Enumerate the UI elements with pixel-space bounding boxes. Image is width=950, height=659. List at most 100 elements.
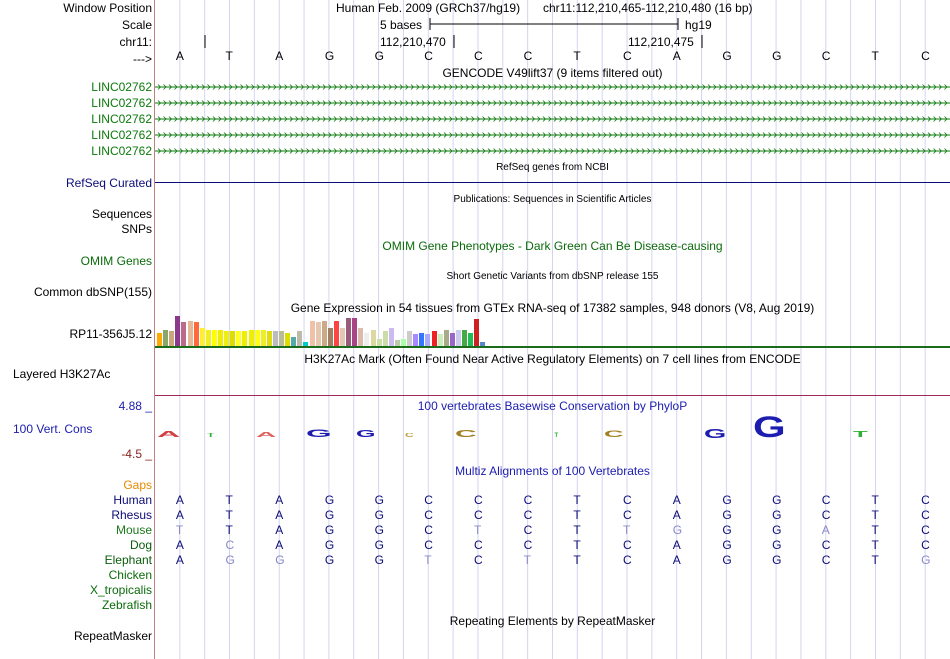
gtex-tissue-bar[interactable] [382, 331, 388, 346]
aligned-base: C [424, 523, 433, 537]
gtex-tissue-bar[interactable] [431, 331, 437, 346]
species-label[interactable]: Elephant [104, 553, 152, 567]
h3k27ac-track-title: H3K27Ac Mark (Often Found Near Active Re… [304, 352, 801, 366]
gtex-tissue-bar[interactable] [205, 329, 211, 346]
aligned-base: A [175, 493, 184, 507]
gtex-tissue-bar[interactable] [187, 320, 193, 346]
gtex-tissue-bar[interactable] [364, 332, 370, 346]
aligned-base: G [374, 508, 384, 522]
gtex-tissue-bar[interactable] [291, 337, 297, 346]
gtex-tissue-bar[interactable] [449, 332, 455, 346]
gtex-tissue-bar[interactable] [297, 331, 303, 346]
strand-chevrons [157, 116, 948, 122]
gtex-tissue-bar[interactable] [358, 328, 364, 346]
species-label[interactable]: Human [113, 493, 152, 507]
gtex-tissue-bar[interactable] [425, 334, 431, 346]
gencode-item-label[interactable]: LINC02762 [91, 128, 152, 142]
gtex-tissue-bar[interactable] [419, 332, 425, 346]
gtex-tissue-bar[interactable] [455, 329, 461, 346]
gtex-tissue-bar[interactable] [480, 341, 486, 346]
aligned-base: G [374, 553, 384, 567]
gencode-item-label[interactable]: LINC02762 [91, 96, 152, 110]
aligned-base: T [573, 538, 581, 552]
gtex-tissue-bar[interactable] [279, 331, 285, 346]
aligned-base: C [424, 508, 433, 522]
multiz-gaps-label[interactable]: Gaps [123, 478, 152, 492]
base-letter: T [225, 49, 233, 63]
gtex-tissue-bar[interactable] [236, 331, 242, 346]
dbsnp-track-label[interactable]: Common dbSNP(155) [33, 285, 152, 299]
gtex-tissue-bar[interactable] [163, 329, 169, 346]
gtex-tissue-bar[interactable] [242, 331, 248, 346]
gtex-tissue-bar[interactable] [340, 328, 346, 346]
gtex-tissue-bar[interactable] [199, 328, 205, 346]
gtex-tissue-bar[interactable] [272, 331, 278, 346]
gtex-tissue-bar[interactable] [303, 341, 309, 346]
gtex-tissue-bar[interactable] [175, 316, 181, 346]
gtex-tissue-bar[interactable] [388, 328, 394, 346]
gtex-tissue-bar[interactable] [218, 329, 224, 346]
refseq-track-title: RefSeq genes from NCBI [496, 162, 609, 173]
gtex-tissue-bar[interactable] [157, 332, 163, 346]
gtex-tissue-bar[interactable] [169, 331, 175, 346]
multiz-track-title: Multiz Alignments of 100 Vertebrates [455, 464, 650, 478]
species-label[interactable]: Zebrafish [101, 598, 152, 612]
aligned-base: G [324, 523, 335, 537]
gtex-tissue-bar[interactable] [254, 329, 260, 346]
omim-track-label[interactable]: OMIM Genes [80, 254, 152, 268]
gtex-tissue-bar[interactable] [285, 332, 291, 346]
gtex-tissue-bar[interactable] [413, 334, 419, 346]
gtex-tissue-bar[interactable] [474, 319, 480, 346]
pubs-sequences-label[interactable]: Sequences [91, 207, 152, 221]
gtex-tissue-bar[interactable] [315, 322, 321, 346]
gtex-tissue-bar[interactable] [181, 322, 187, 346]
pubs-snps-label[interactable]: SNPs [121, 222, 152, 236]
strand-chevrons [157, 148, 948, 154]
gtex-tissue-bar[interactable] [260, 329, 266, 346]
h3k27ac-track-label[interactable]: Layered H3K27Ac [13, 367, 111, 381]
gtex-tissue-bar[interactable] [333, 320, 339, 346]
gtex-tissue-bar[interactable] [443, 329, 449, 346]
aligned-base: T [573, 493, 581, 507]
gtex-tissue-bar[interactable] [346, 317, 352, 346]
species-label[interactable]: X_tropicalis [89, 583, 152, 597]
species-label[interactable]: Mouse [115, 523, 152, 537]
omim-track-title: OMIM Gene Phenotypes - Dark Green Can Be… [382, 239, 723, 253]
window-position-label: Window Position [63, 1, 152, 15]
gtex-tissue-bar[interactable] [437, 334, 443, 346]
gtex-tissue-bar[interactable] [193, 322, 199, 346]
gencode-item-label[interactable]: LINC02762 [91, 144, 152, 158]
gtex-tissue-bar[interactable] [468, 332, 474, 346]
aligned-base: A [275, 538, 284, 552]
gtex-tissue-bar[interactable] [266, 331, 272, 346]
gtex-tissue-bar[interactable] [211, 329, 217, 346]
gtex-tissue-bar[interactable] [230, 331, 236, 346]
gtex-tissue-bar[interactable] [224, 331, 230, 346]
cons-track-label[interactable]: 100 Vert. Cons [13, 422, 93, 436]
species-label[interactable]: Dog [129, 538, 152, 552]
species-label[interactable]: Chicken [108, 568, 152, 582]
aligned-base: C [921, 523, 930, 537]
repeatmasker-track-label[interactable]: RepeatMasker [73, 629, 152, 643]
refseq-track-label[interactable]: RefSeq Curated [65, 176, 152, 190]
species-label[interactable]: Rhesus [111, 508, 152, 522]
gtex-tissue-bar[interactable] [309, 320, 315, 346]
gtex-item-label[interactable]: RP11-356J5.12 [69, 327, 153, 341]
gtex-tissue-bar[interactable] [462, 329, 468, 346]
gtex-tissue-bar[interactable] [394, 340, 400, 346]
gencode-item-label[interactable]: LINC02762 [91, 112, 152, 126]
gencode-item-label[interactable]: LINC02762 [91, 80, 152, 94]
gtex-tissue-bar[interactable] [248, 329, 254, 346]
gtex-tissue-bar[interactable] [401, 338, 407, 346]
gtex-tissue-bar[interactable] [321, 320, 327, 346]
gtex-tissue-bar[interactable] [407, 331, 413, 346]
strand-chevrons [157, 132, 948, 138]
gtex-tissue-bar[interactable] [370, 329, 376, 346]
gtex-tissue-bar[interactable] [352, 317, 358, 346]
gtex-tissue-bar[interactable] [327, 328, 333, 346]
gtex-tissue-bar[interactable] [376, 338, 382, 346]
aligned-base: G [374, 493, 384, 507]
strand-arrow-label: ---> [133, 52, 152, 66]
aligned-base: A [275, 508, 284, 522]
